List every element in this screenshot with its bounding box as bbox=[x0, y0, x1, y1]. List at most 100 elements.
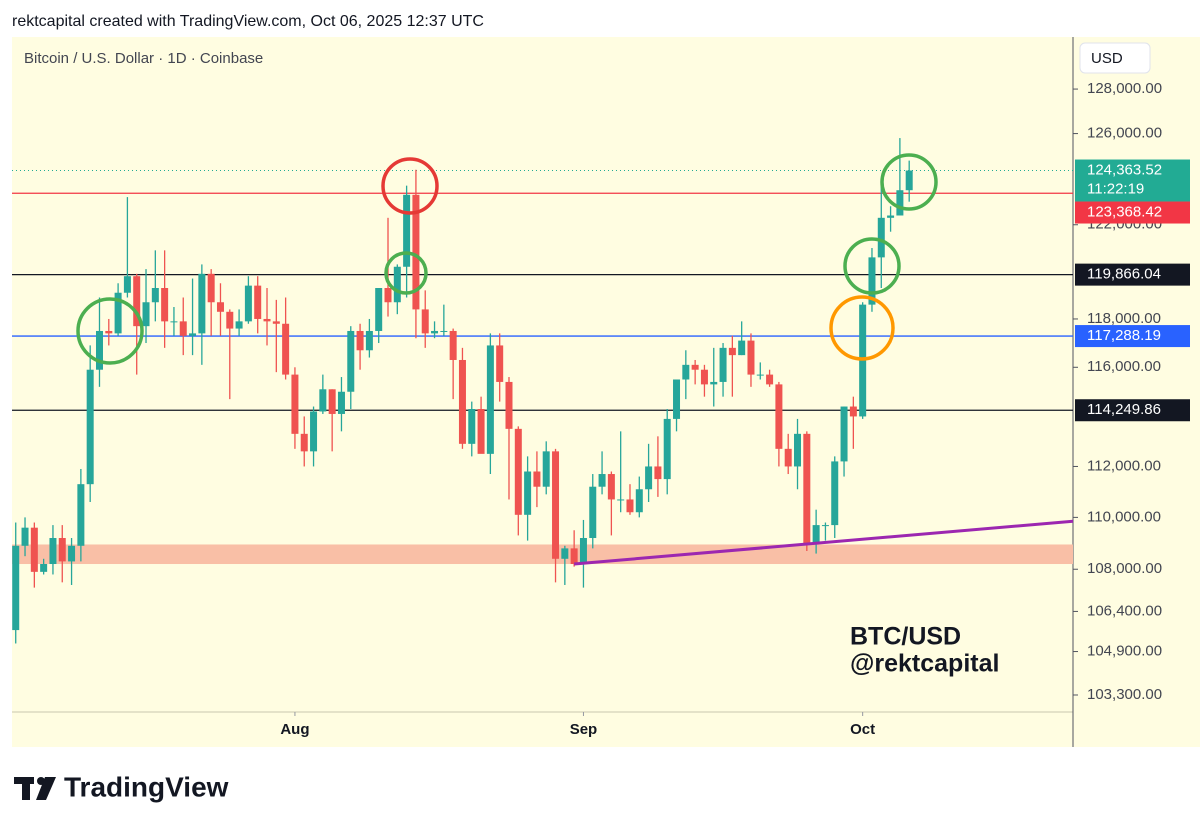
candle-body bbox=[477, 409, 485, 454]
circle bbox=[384, 251, 428, 295]
watermark: @rektcapital bbox=[850, 650, 999, 678]
candle-body bbox=[133, 276, 141, 327]
trendline bbox=[574, 519, 1074, 566]
y-tick-label: 108,000.00 bbox=[1087, 560, 1162, 577]
candle-body bbox=[570, 548, 578, 565]
candle-body bbox=[105, 330, 113, 334]
candle-body bbox=[738, 340, 746, 356]
candle-body bbox=[189, 333, 197, 336]
candle-body bbox=[486, 345, 494, 454]
candle-body bbox=[356, 330, 364, 351]
candle-body bbox=[552, 451, 560, 559]
support-zone bbox=[12, 544, 1073, 565]
x-tick-label: Oct bbox=[850, 721, 875, 738]
candle-body bbox=[561, 548, 569, 559]
candle-body bbox=[784, 448, 792, 467]
y-tick-label: 128,000.00 bbox=[1087, 80, 1162, 97]
circle bbox=[829, 295, 895, 361]
level-label-box bbox=[1075, 399, 1190, 422]
candle-body bbox=[319, 389, 327, 412]
candle-body bbox=[30, 527, 38, 572]
currency: USD bbox=[1091, 50, 1123, 67]
candle-body bbox=[840, 406, 848, 462]
candle-body bbox=[607, 474, 615, 500]
candle-body bbox=[49, 538, 57, 565]
candle-body bbox=[263, 318, 271, 322]
level-label-box bbox=[1075, 325, 1190, 348]
candle-body bbox=[216, 302, 224, 312]
attribution: rektcapital created with TradingView.com… bbox=[12, 13, 484, 30]
candle-body bbox=[905, 170, 913, 191]
candle-body bbox=[291, 374, 299, 434]
level-label: 119,866.04 bbox=[1087, 266, 1161, 283]
candle-body bbox=[170, 321, 178, 323]
candle-body bbox=[877, 217, 885, 258]
circle bbox=[381, 157, 439, 215]
candle-body bbox=[254, 285, 262, 319]
candle-body bbox=[803, 433, 811, 544]
y-tick-label: 104,900.00 bbox=[1087, 643, 1162, 660]
candle-body bbox=[626, 499, 634, 513]
annotation-circles bbox=[76, 153, 938, 365]
candle-body bbox=[421, 309, 429, 334]
candle-body bbox=[12, 545, 20, 631]
x-tick-label: Aug bbox=[280, 721, 309, 738]
candle-body bbox=[114, 292, 122, 334]
candle-body bbox=[645, 466, 653, 490]
y-tick-label: 103,300.00 bbox=[1087, 686, 1162, 703]
candle-body bbox=[468, 409, 476, 444]
level-label-box bbox=[1075, 263, 1190, 286]
candle-body bbox=[207, 273, 215, 303]
candle-body bbox=[272, 321, 280, 324]
y-tick-label: 126,000.00 bbox=[1087, 125, 1162, 142]
candle-body bbox=[21, 527, 29, 546]
y-tick-label: 112,000.00 bbox=[1087, 457, 1161, 474]
candle-body bbox=[384, 288, 392, 303]
level-label: 123,368.42 bbox=[1087, 203, 1162, 220]
candle-body bbox=[393, 266, 401, 303]
level-label-box bbox=[1075, 201, 1190, 224]
candle-body bbox=[375, 288, 383, 331]
circle bbox=[76, 297, 144, 365]
candle-body bbox=[579, 538, 587, 565]
brand: TradingView bbox=[64, 771, 229, 802]
candle-body bbox=[142, 302, 150, 327]
candle-body bbox=[300, 433, 308, 452]
circle bbox=[843, 237, 901, 295]
candle-body bbox=[123, 276, 131, 293]
candle-body bbox=[151, 288, 159, 303]
y-tick-label: 106,400.00 bbox=[1087, 602, 1162, 619]
candle-body bbox=[868, 257, 876, 305]
y-tick-label: 110,000.00 bbox=[1087, 508, 1161, 525]
candle-body bbox=[226, 311, 234, 329]
candle-body bbox=[58, 538, 66, 562]
candle-body bbox=[458, 359, 466, 444]
candle-body bbox=[589, 486, 597, 539]
candle-body bbox=[542, 451, 550, 487]
chart-title: Bitcoin / U.S. Dollar · 1D · Coinbase bbox=[24, 50, 263, 67]
logo-part bbox=[36, 777, 56, 800]
candle-body bbox=[673, 379, 681, 419]
candle-body bbox=[514, 428, 522, 515]
candle-body bbox=[663, 418, 671, 480]
candle-body bbox=[347, 330, 355, 392]
candle-body bbox=[887, 215, 895, 218]
candle-body bbox=[328, 389, 336, 414]
candle-body bbox=[533, 471, 541, 487]
candle-body bbox=[505, 381, 513, 429]
candle-body bbox=[617, 499, 625, 501]
candle-body bbox=[244, 285, 252, 322]
candle-body bbox=[365, 330, 373, 351]
circle bbox=[880, 153, 938, 211]
candle-body bbox=[896, 190, 904, 216]
candle-body bbox=[719, 347, 727, 382]
candle-body bbox=[831, 461, 839, 526]
countdown: 11:22:19 bbox=[1087, 180, 1144, 197]
candle-body bbox=[431, 330, 439, 334]
level-label: 114,249.86 bbox=[1087, 401, 1161, 418]
candle-body bbox=[179, 321, 187, 336]
candle-body bbox=[95, 330, 103, 370]
candle-body bbox=[235, 321, 243, 329]
candle-body bbox=[198, 273, 206, 334]
